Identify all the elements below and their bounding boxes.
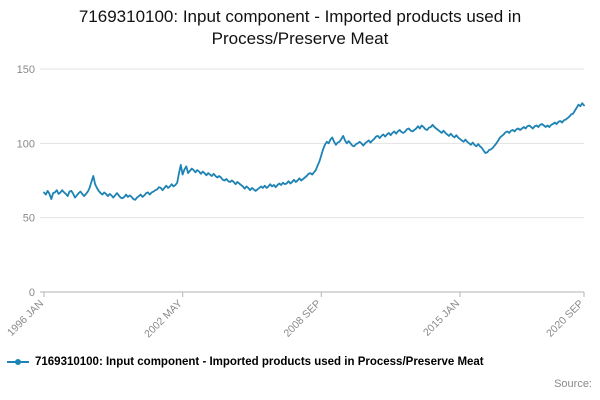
x-tick-label: 2002 MAY	[142, 298, 185, 341]
legend-label: 7169310100: Input component - Imported p…	[35, 356, 484, 368]
x-tick-label: 1996 JAN	[5, 298, 46, 339]
y-tick-label: 0	[29, 287, 35, 299]
x-tick-label: 2008 SEP	[281, 298, 323, 340]
legend-item[interactable]: 7169310100: Input component - Imported p…	[6, 356, 600, 368]
x-tick-label: 2020 SEP	[544, 298, 586, 340]
series-line	[43, 102, 585, 201]
source-label: Source:	[554, 378, 592, 390]
legend-line-dot-icon	[7, 359, 29, 365]
chart-title: 7169310100: Input component - Imported p…	[78, 7, 522, 49]
y-tick-label: 100	[17, 138, 35, 150]
x-tick-label: 2015 JAN	[421, 298, 462, 339]
y-tick-label: 50	[23, 213, 35, 225]
y-tick-label: 150	[17, 64, 35, 76]
chart-plot-area: 0 50 100 150 1996 JAN 2002 MAY 2008 SEP 2015 JA…	[5, 64, 586, 341]
